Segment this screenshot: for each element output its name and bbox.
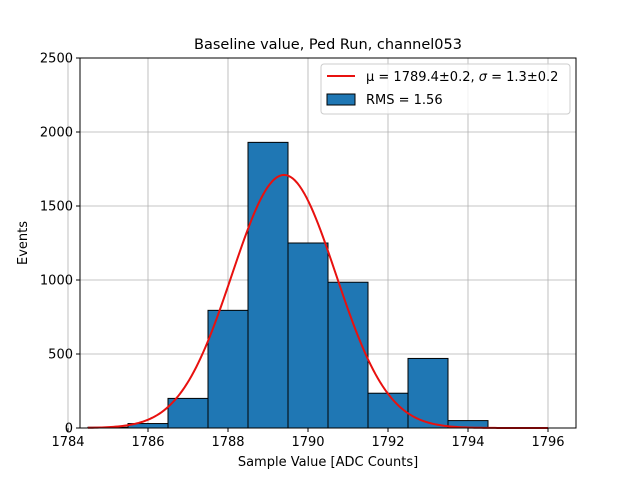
legend-box — [320, 63, 571, 115]
x-axis-label: Sample Value [ADC Counts] — [238, 455, 418, 470]
y-tick-label: 0 — [65, 422, 73, 437]
histogram-bar — [247, 141, 289, 429]
histogram-bar — [367, 392, 409, 429]
y-tick-label: 2500 — [40, 52, 73, 67]
y-axis-label: Events — [16, 221, 31, 265]
legend-histogram-swatch — [326, 93, 356, 106]
y-tick-label: 500 — [48, 348, 73, 363]
histogram-bar — [287, 242, 329, 429]
chart-title: Baseline value, Ped Run, channel053 — [194, 37, 462, 53]
x-tick-label: 1784 — [51, 435, 84, 450]
plot-area-frame — [79, 57, 577, 429]
x-tick-label: 1792 — [371, 435, 404, 450]
histogram-bar — [327, 281, 369, 429]
histogram-bar — [207, 309, 249, 429]
y-tick-label: 1000 — [40, 274, 73, 289]
x-tick-label: 1788 — [211, 435, 244, 450]
x-tick-label: 1786 — [131, 435, 164, 450]
x-tick-label: 1796 — [531, 435, 564, 450]
y-tick-label: 2000 — [40, 126, 73, 141]
legend: μ = 1789.4±0.2, σ = 1.3±0.2 RMS = 1.56 — [320, 63, 571, 115]
x-axis-ticks: 1784 1786 1788 1790 1792 1794 1796 — [51, 428, 565, 450]
legend-histogram-label: RMS = 1.56 — [366, 93, 443, 108]
legend-fit-label-sigma: σ — [479, 70, 488, 85]
histogram-bar — [167, 397, 209, 429]
y-tick-label: 1500 — [40, 200, 73, 215]
x-tick-label: 1794 — [451, 435, 484, 450]
legend-fit-label-prefix: μ = 1789.4±0.2, — [366, 70, 479, 85]
y-axis-ticks: 0 500 1000 1500 2000 2500 — [40, 52, 80, 437]
legend-fit-label: μ = 1789.4±0.2, σ = 1.3±0.2 — [366, 70, 558, 85]
legend-fit-label-suffix: = 1.3±0.2 — [487, 70, 558, 85]
x-tick-label: 1790 — [291, 435, 324, 450]
histogram-bars — [87, 141, 489, 429]
